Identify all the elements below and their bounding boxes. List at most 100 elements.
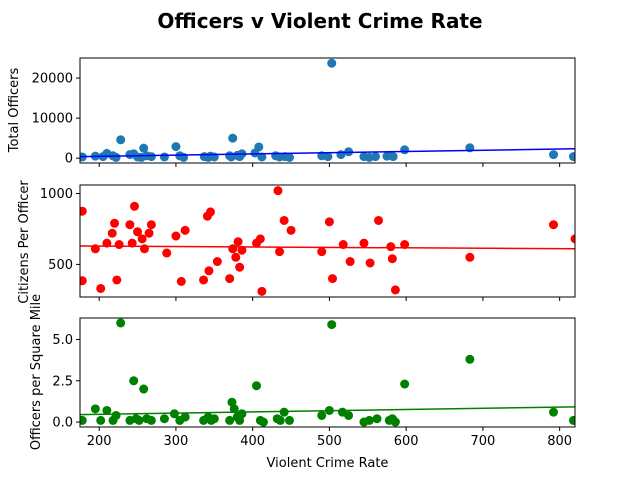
data-point-total-officers <box>327 58 337 68</box>
data-officers-per-square-mile <box>80 318 575 427</box>
y-axis-label-total-officers: Total Officers <box>7 67 22 153</box>
data-point-citizens-per-officer <box>205 207 215 217</box>
data-point-citizens-per-officer <box>374 215 384 225</box>
data-point-officers-per-square-mile <box>116 318 126 328</box>
data-point-citizens-per-officer <box>114 240 124 250</box>
data-point-citizens-per-officer <box>286 225 296 235</box>
data-point-officers-per-square-mile <box>209 414 219 424</box>
data-point-citizens-per-officer <box>465 252 475 262</box>
data-point-officers-per-square-mile <box>364 415 374 425</box>
data-point-officers-per-square-mile <box>285 415 295 425</box>
data-total-officers <box>80 58 575 162</box>
x-tick-label: 800 <box>547 434 572 449</box>
data-point-total-officers <box>323 152 333 162</box>
data-point-citizens-per-officer <box>199 275 209 285</box>
data-point-citizens-per-officer <box>386 242 396 252</box>
data-point-citizens-per-officer <box>96 283 106 293</box>
data-point-officers-per-square-mile <box>327 320 337 330</box>
data-point-citizens-per-officer <box>275 247 285 257</box>
y-tick-label: 500 <box>48 258 73 273</box>
data-point-officers-per-square-mile <box>400 379 410 389</box>
data-point-total-officers <box>568 152 575 162</box>
data-point-officers-per-square-mile <box>225 415 235 425</box>
data-point-citizens-per-officer <box>235 262 245 272</box>
data-point-citizens-per-officer <box>228 244 238 254</box>
subplot-citizens-per-officer: 500 1000 Citizens Per Officer <box>17 180 576 304</box>
y-axis-label-citizens-per-officer: Citizens Per Officer <box>17 180 32 304</box>
subplots: 0 10000 20000 Total Officers 500 1000 Citizens… <box>7 57 576 450</box>
subplot-total-officers: 0 10000 20000 Total Officers <box>7 57 576 167</box>
data-point-citizens-per-officer <box>162 248 172 258</box>
x-tick-label: 400 <box>240 434 265 449</box>
data-point-officers-per-square-mile <box>139 384 149 394</box>
y-tick-label: 10000 <box>32 112 73 127</box>
data-point-officers-per-square-mile <box>237 409 247 419</box>
data-point-total-officers <box>336 150 346 160</box>
subplot-officers-per-square-mile: 200 300 400 500 600 700 800 0.0 2.5 5.0 Officers p… <box>29 294 576 450</box>
data-point-total-officers <box>171 142 181 152</box>
data-point-total-officers <box>254 142 264 152</box>
data-point-citizens-per-officer <box>549 220 559 230</box>
data-point-citizens-per-officer <box>127 238 137 248</box>
data-point-total-officers <box>549 150 559 160</box>
data-point-citizens-per-officer <box>110 218 120 228</box>
data-point-officers-per-square-mile <box>146 415 156 425</box>
data-point-total-officers <box>159 152 169 162</box>
data-point-citizens-per-officer <box>212 257 222 267</box>
data-point-citizens-per-officer <box>171 231 181 241</box>
data-point-total-officers <box>228 133 238 143</box>
data-point-citizens-per-officer <box>204 266 214 276</box>
data-point-citizens-per-officer <box>233 237 243 247</box>
data-point-total-officers <box>139 143 149 153</box>
data-point-citizens-per-officer <box>257 286 267 296</box>
data-point-officers-per-square-mile <box>90 404 100 414</box>
x-tick-label: 200 <box>87 434 112 449</box>
y-tick-label: 0.0 <box>52 416 73 431</box>
data-point-officers-per-square-mile <box>96 415 106 425</box>
data-point-officers-per-square-mile <box>372 414 382 424</box>
data-point-citizens-per-officer <box>237 245 247 255</box>
y-tick-label: 2.5 <box>52 374 73 389</box>
x-tick-label: 600 <box>394 434 419 449</box>
axes-frame-officers-per-square-mile <box>79 317 576 428</box>
data-point-officers-per-square-mile <box>549 407 559 417</box>
data-point-officers-per-square-mile <box>134 415 144 425</box>
data-point-officers-per-square-mile <box>102 405 112 415</box>
data-point-citizens-per-officer <box>125 220 135 230</box>
y-tick-label: 5.0 <box>52 333 73 348</box>
figure-title: Officers v Violent Crime Rate <box>157 9 482 33</box>
data-point-total-officers <box>400 145 410 155</box>
data-point-citizens-per-officer <box>400 240 410 250</box>
data-point-citizens-per-officer <box>176 276 186 286</box>
data-point-total-officers <box>116 135 126 145</box>
data-point-total-officers <box>257 152 267 162</box>
data-point-officers-per-square-mile <box>111 410 121 420</box>
data-point-total-officers <box>388 152 398 162</box>
data-point-citizens-per-officer <box>327 274 337 284</box>
data-point-officers-per-square-mile <box>252 381 262 391</box>
x-tick-label: 300 <box>164 434 189 449</box>
data-point-citizens-per-officer <box>180 225 190 235</box>
data-point-citizens-per-officer <box>144 228 154 238</box>
data-point-citizens-per-officer <box>129 201 139 211</box>
trend-line-total-officers <box>80 148 575 158</box>
data-point-citizens-per-officer <box>570 234 575 244</box>
data-point-citizens-per-officer <box>390 285 400 295</box>
data-point-officers-per-square-mile <box>258 417 268 427</box>
data-point-citizens-per-officer <box>80 206 87 216</box>
data-point-officers-per-square-mile <box>129 376 139 386</box>
data-point-total-officers <box>285 152 295 162</box>
data-point-officers-per-square-mile <box>275 415 285 425</box>
y-axis-label-officers-per-square-mile: Officers per Square Mile <box>29 294 44 450</box>
trend-line-citizens-per-officer <box>80 245 575 250</box>
data-point-citizens-per-officer <box>279 215 289 225</box>
x-tick-label: 500 <box>317 434 342 449</box>
data-point-officers-per-square-mile <box>229 404 239 414</box>
data-point-citizens-per-officer <box>387 254 397 264</box>
data-point-officers-per-square-mile <box>568 415 575 425</box>
data-point-officers-per-square-mile <box>317 410 327 420</box>
data-point-total-officers <box>111 152 121 162</box>
trend-line-officers-per-square-mile <box>80 406 575 416</box>
data-point-citizens-per-officer <box>317 247 327 257</box>
